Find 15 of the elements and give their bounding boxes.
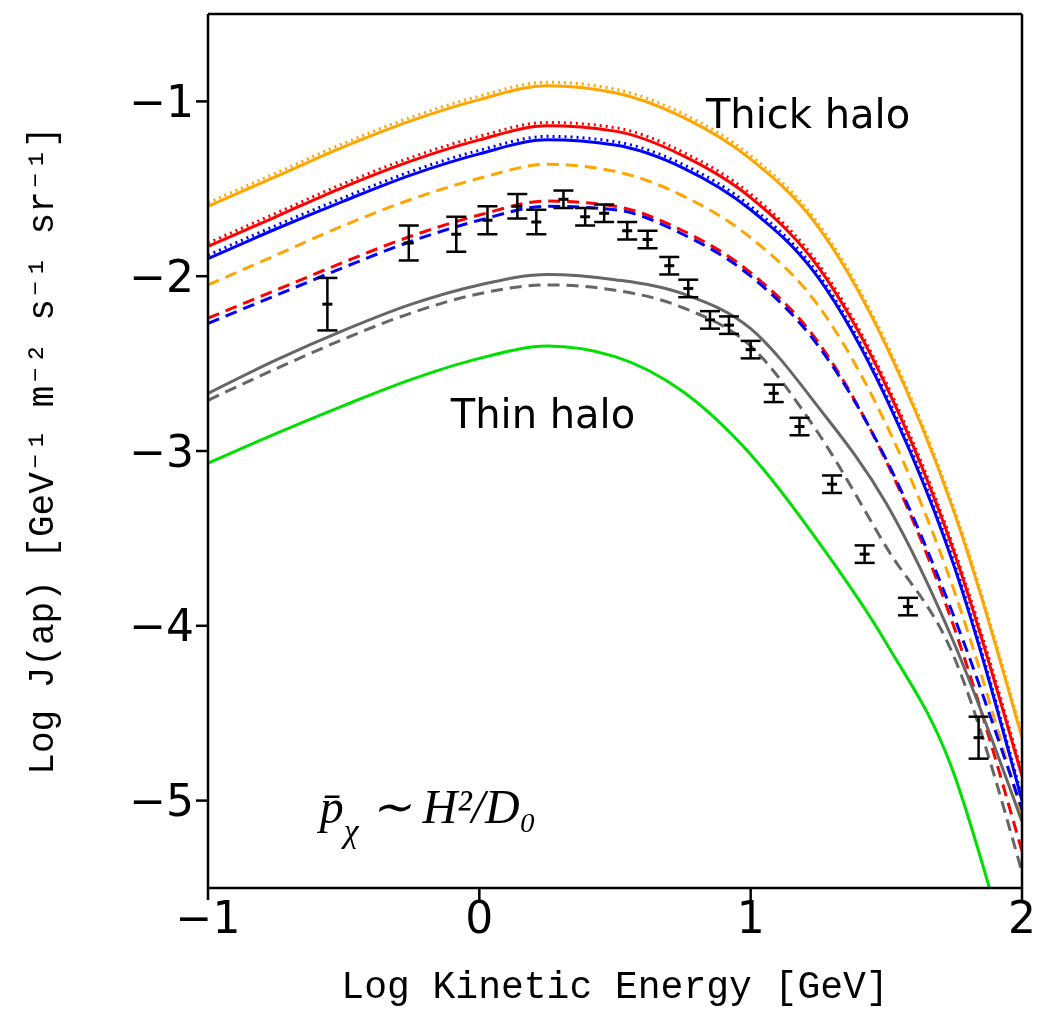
y-tick-label: −3 [129,425,194,477]
y-tick-label: −5 [129,775,194,827]
x-tick-label: 0 [465,892,494,944]
x-tick-label: 2 [1008,892,1036,944]
x-axis-title: Log Kinetic Energy [GeV] [341,966,889,1009]
annotation: Thick halo [704,91,911,137]
y-tick-label: −1 [129,76,194,128]
y-tick-label: −2 [129,250,194,302]
line-series [208,344,991,888]
y-axis-title: Log J(ap) [GeV⁻¹ m⁻² s⁻¹ sr⁻¹] [23,126,64,775]
annotation: Thin halo [449,391,636,437]
annotation: p̄$_{χ}$ ∼ H²/D₀ [316,780,537,849]
x-tick-label: −1 [175,892,241,944]
x-tick-label: 1 [736,892,765,944]
y-tick-label: −4 [129,600,194,652]
